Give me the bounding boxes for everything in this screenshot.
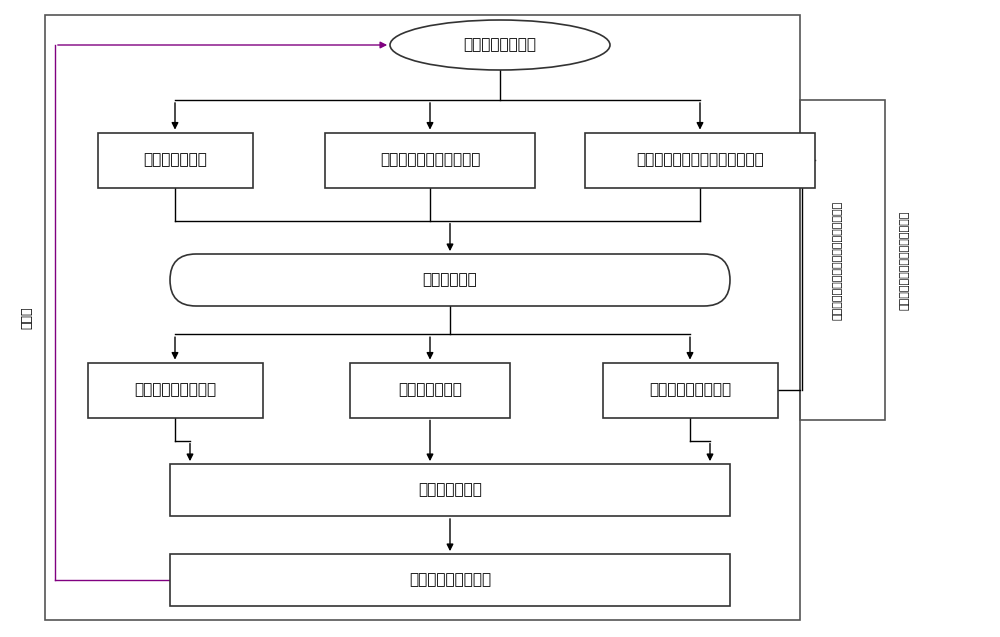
Text: 提交产品所用元器件的设计参数: 提交产品所用元器件的设计参数 bbox=[636, 152, 764, 168]
Text: 元器件制造商提供元器件名称及额定参数: 元器件制造商提供元器件名称及额定参数 bbox=[832, 201, 842, 320]
Text: 选择预计预计及方法: 选择预计预计及方法 bbox=[134, 382, 216, 397]
Bar bbox=[170, 554, 730, 606]
Bar bbox=[602, 362, 778, 417]
Bar bbox=[98, 132, 252, 187]
Text: 开展可靠性预计: 开展可靠性预计 bbox=[418, 482, 482, 497]
Text: 元器件制造商提供元器件设计参数: 元器件制造商提供元器件设计参数 bbox=[900, 210, 910, 310]
Bar bbox=[350, 362, 510, 417]
Bar bbox=[800, 100, 885, 420]
Bar bbox=[585, 132, 815, 187]
Text: 出具可靠性预计报告: 出具可靠性预计报告 bbox=[409, 573, 491, 587]
Bar bbox=[88, 362, 262, 417]
Text: 元器件设计参数确认: 元器件设计参数确认 bbox=[649, 382, 731, 397]
Text: 提交产品原理图: 提交产品原理图 bbox=[143, 152, 207, 168]
Bar bbox=[325, 132, 535, 187]
Text: 供应商: 供应商 bbox=[20, 306, 34, 329]
Bar bbox=[170, 464, 730, 516]
Ellipse shape bbox=[390, 20, 610, 70]
Text: 智能电能表供应商: 智能电能表供应商 bbox=[464, 38, 536, 52]
Bar bbox=[45, 15, 800, 620]
Text: 元器件清单确认: 元器件清单确认 bbox=[398, 382, 462, 397]
FancyBboxPatch shape bbox=[170, 254, 730, 306]
Text: 省级计量中心: 省级计量中心 bbox=[423, 273, 477, 287]
Text: 提交产品所用元器件清单: 提交产品所用元器件清单 bbox=[380, 152, 480, 168]
